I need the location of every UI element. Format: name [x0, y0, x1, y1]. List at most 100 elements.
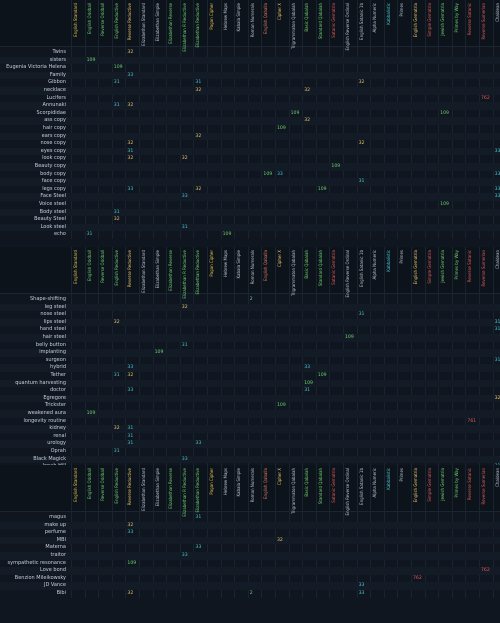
table-row[interactable]	[0, 132, 500, 141]
row-label[interactable]: Scorpididae	[36, 109, 66, 116]
match-cell[interactable]: 762	[413, 575, 422, 581]
match-cell[interactable]: 32	[358, 80, 365, 86]
table-row[interactable]	[0, 379, 500, 388]
row-label[interactable]: face copy	[41, 178, 66, 185]
table-row[interactable]	[0, 521, 500, 530]
column-header[interactable]: Reverse Oddball	[100, 3, 106, 36]
table-row[interactable]	[0, 425, 500, 433]
column-header[interactable]: English Reductive	[113, 3, 119, 39]
row-label[interactable]: MBI	[56, 536, 66, 543]
row-label[interactable]: ass copy	[44, 117, 66, 124]
column-header[interactable]: English Reverse Ordinal	[345, 3, 350, 51]
match-cell[interactable]: 32	[181, 304, 188, 310]
row-label[interactable]: renal	[53, 432, 66, 439]
column-header[interactable]: Primes	[399, 3, 405, 17]
column-header[interactable]: Alpha Numeric	[372, 3, 378, 33]
table-row[interactable]	[0, 357, 500, 365]
row-label[interactable]: perfume	[44, 529, 66, 536]
match-cell[interactable]: 762	[481, 95, 490, 101]
table-row[interactable]	[0, 455, 500, 464]
column-header[interactable]: Roman Numerals	[249, 468, 255, 503]
column-header[interactable]: Elizabethan Simple	[154, 468, 160, 507]
column-header[interactable]: Kabala Simple	[236, 468, 242, 497]
row-label[interactable]: Gibbon	[48, 79, 66, 86]
table-row[interactable]	[0, 433, 500, 441]
match-cell[interactable]: 32	[277, 537, 283, 543]
row-label[interactable]: sympathetic resonance	[7, 559, 66, 566]
table-row[interactable]	[0, 372, 500, 380]
match-cell[interactable]: 33	[494, 171, 500, 177]
match-cell[interactable]: 2	[249, 297, 253, 302]
match-cell[interactable]: 32	[113, 426, 120, 432]
table-row[interactable]	[0, 102, 500, 110]
table-row[interactable]	[0, 387, 500, 395]
column-header[interactable]: Simple Gematria	[426, 250, 432, 284]
column-header[interactable]: English Reverse Ordinal	[345, 468, 350, 516]
table-row[interactable]	[0, 342, 500, 350]
column-header[interactable]: English Reductive	[113, 250, 119, 286]
match-cell[interactable]: 109	[304, 380, 313, 386]
match-cell[interactable]: 109	[222, 232, 232, 238]
table-row[interactable]	[0, 536, 500, 545]
row-label[interactable]: Voice steel	[38, 201, 66, 207]
column-header[interactable]: Cipher X	[277, 250, 282, 268]
match-cell[interactable]: 32	[127, 141, 134, 147]
match-cell[interactable]: 31	[195, 515, 202, 520]
row-label[interactable]: longevity routine	[23, 417, 67, 424]
match-cell[interactable]: 33	[358, 591, 365, 596]
column-header[interactable]: Primes by Way	[453, 3, 459, 33]
match-cell[interactable]: 33	[127, 72, 134, 78]
row-label[interactable]: nose copy	[40, 140, 66, 147]
column-header[interactable]: English Gematria	[413, 468, 418, 503]
row-label[interactable]: Look steel	[40, 223, 66, 230]
row-label[interactable]: Beauty copy	[34, 163, 66, 169]
match-cell[interactable]: 33	[358, 583, 365, 589]
row-label[interactable]: JD Vance	[43, 582, 66, 589]
table-row[interactable]	[0, 448, 500, 456]
match-cell[interactable]: 31	[113, 80, 120, 86]
column-header[interactable]: English Oddball	[86, 3, 92, 35]
match-cell[interactable]: 109	[290, 110, 300, 116]
column-header[interactable]: English Satanic 1b	[358, 468, 364, 505]
match-cell[interactable]: 31	[181, 224, 188, 230]
table-row[interactable]	[0, 418, 500, 426]
match-cell[interactable]: 32	[195, 186, 202, 192]
column-header[interactable]: Chaldean	[494, 3, 500, 22]
column-header[interactable]: Elizabethan Reductive	[195, 3, 201, 48]
match-cell[interactable]: 32	[181, 156, 188, 162]
table-row[interactable]	[0, 326, 500, 334]
column-header[interactable]: Jewish Gematria	[440, 3, 446, 36]
table-row[interactable]	[0, 231, 500, 239]
match-cell[interactable]: 33	[127, 186, 134, 192]
table-row[interactable]	[0, 402, 500, 410]
match-cell[interactable]: 109	[86, 57, 96, 63]
row-label[interactable]: Black Magick	[33, 455, 66, 462]
match-cell[interactable]: 109	[277, 403, 286, 409]
table-row[interactable]	[0, 303, 500, 312]
match-cell[interactable]: 32	[358, 141, 365, 147]
row-label[interactable]: Trickster	[44, 402, 66, 409]
table-row[interactable]	[0, 140, 500, 148]
column-header[interactable]: Chaldean	[494, 250, 500, 269]
row-label[interactable]: echo	[53, 231, 66, 238]
match-cell[interactable]: 33	[181, 553, 188, 558]
table-row[interactable]	[0, 208, 500, 217]
row-label[interactable]: Egregore	[43, 394, 66, 401]
match-cell[interactable]: 32	[304, 118, 311, 124]
match-cell[interactable]: 109	[331, 164, 341, 169]
match-cell[interactable]: 32	[127, 50, 134, 55]
row-label[interactable]: Eugenia Victoria Helena	[6, 64, 66, 71]
match-cell[interactable]: 33	[494, 148, 500, 154]
match-cell[interactable]: 31	[127, 426, 134, 432]
table-row[interactable]	[0, 552, 500, 560]
match-cell[interactable]: 33	[127, 388, 134, 394]
row-label[interactable]: hand steel	[39, 326, 66, 333]
column-header[interactable]: Pagan Cipher	[209, 250, 214, 277]
column-header[interactable]: Elizabethan Standard	[141, 468, 146, 511]
column-header[interactable]: Reverse Oddball	[100, 468, 106, 501]
column-header[interactable]: Kabala Simple	[236, 3, 242, 32]
table-row[interactable]	[0, 155, 500, 163]
match-cell[interactable]: 31	[127, 441, 134, 447]
row-label[interactable]: Lucifers	[46, 94, 66, 101]
row-label[interactable]: Annunaki	[42, 102, 66, 109]
